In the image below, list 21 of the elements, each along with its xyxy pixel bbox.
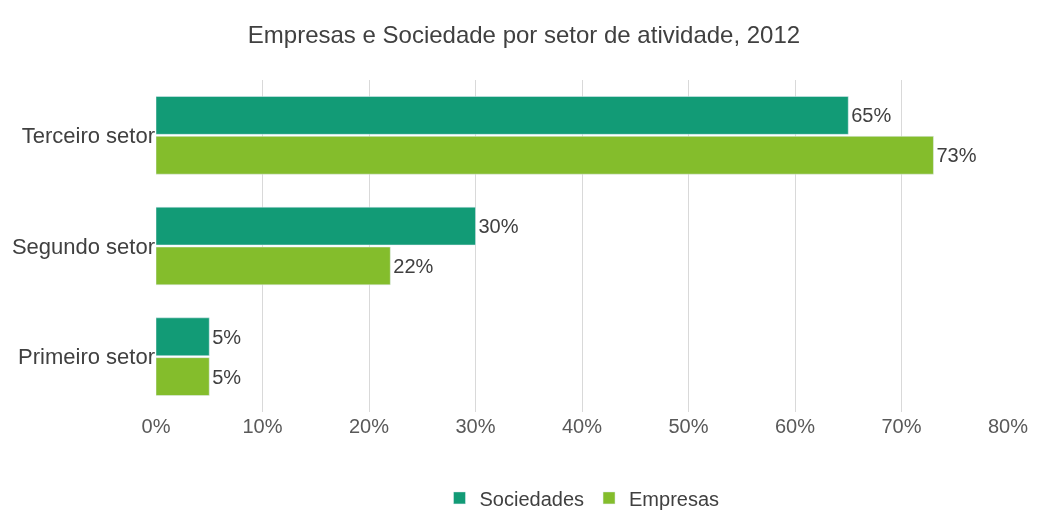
data-label: 5% [212,365,242,388]
data-label: 65% [851,104,892,127]
data-label: 22% [393,254,434,277]
x-tick-label: 30% [455,415,496,437]
x-tick-label: 70% [881,415,922,437]
x-tick-label: 50% [668,415,709,437]
data-label: 5% [212,325,242,348]
y-tick-label: Primeiro setor [18,344,155,370]
x-tick-label: 80% [987,415,1029,437]
data-label: 73% [936,144,977,167]
x-tick-label: 40% [561,415,603,437]
x-tick-label: 20% [348,415,390,437]
data-label: 30% [478,215,519,238]
legend-label: Empresas [629,487,720,510]
legend-label: Sociedades [479,487,585,510]
chart-title: Empresas e Sociedade por setor de atividade, 2012 [247,21,801,49]
x-tick-label: 0% [141,415,171,437]
y-tick-label: Terceiro setor [21,123,155,149]
x-tick-label: 10% [242,415,283,437]
y-tick-label: Segundo setor [11,233,155,259]
x-tick-label: 60% [774,415,816,437]
